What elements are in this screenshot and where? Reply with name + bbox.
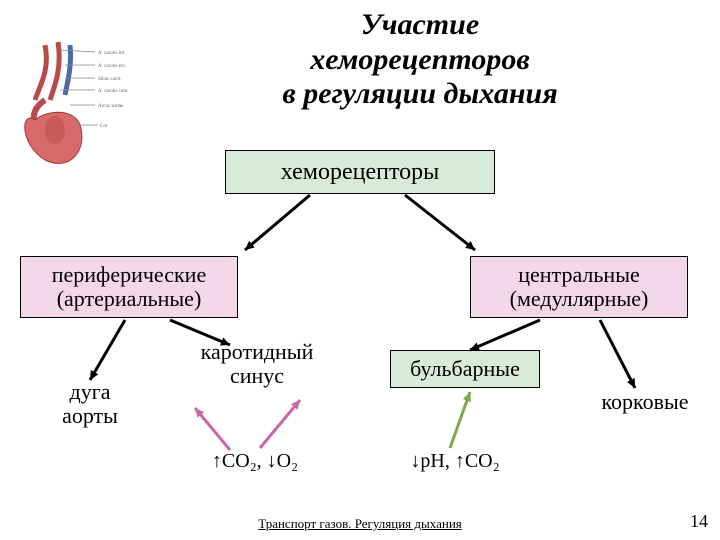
svg-text:Cor: Cor	[100, 124, 108, 129]
node-peripheral: периферические (артериальные)	[20, 256, 238, 318]
node-aorta-label-1: дуга	[50, 380, 130, 404]
node-carotid-sinus: каротидный синус	[182, 340, 332, 400]
node-aorta-label-2: аорты	[50, 404, 130, 428]
node-cortical: корковые	[590, 390, 700, 420]
node-peripheral-label-2: (артериальные)	[52, 287, 206, 311]
node-central: центральные (медуллярные)	[470, 256, 688, 318]
node-left-chem-label: ↑CO₂, ↓O₂	[212, 450, 298, 472]
footer-text: Транспорт газов. Регуляция дыхания	[0, 516, 720, 532]
node-bulbar: бульбарные	[390, 350, 540, 388]
svg-text:A. carotis ext.: A. carotis ext.	[98, 64, 126, 69]
node-peripheral-label-1: периферические	[52, 263, 206, 287]
node-right-chemistry: ↓pH, ↑CO₂	[380, 450, 530, 476]
slide-title: Участие хеморецепторов в регуляции дыхан…	[150, 8, 690, 112]
slide: Участие хеморецепторов в регуляции дыхан…	[0, 0, 720, 540]
svg-text:Sinus carot.: Sinus carot.	[98, 77, 122, 82]
node-central-label-2: (медуллярные)	[510, 287, 649, 311]
node-chemoreceptors-label: хеморецепторы	[281, 159, 440, 185]
node-aortic-arch: дуга аорты	[50, 380, 130, 440]
svg-text:Arcus aortae: Arcus aortae	[98, 104, 124, 109]
svg-text:A. carotis com.: A. carotis com.	[98, 89, 129, 94]
page-number: 14	[690, 511, 708, 532]
node-right-chem-label: ↓pH, ↑CO₂	[410, 450, 499, 472]
title-line-3: в регуляции дыхания	[150, 77, 690, 112]
node-left-chemistry: ↑CO₂, ↓O₂	[185, 450, 325, 476]
node-bulbar-label: бульбарные	[410, 357, 520, 381]
heart-anatomy-icon: A. carotis int. A. carotis ext. Sinus ca…	[10, 30, 150, 170]
title-line-1: Участие	[150, 8, 690, 43]
node-central-label-1: центральные	[510, 263, 649, 287]
node-chemoreceptors: хеморецепторы	[225, 150, 495, 194]
node-cortical-label: корковые	[601, 389, 688, 414]
node-carotid-label-1: каротидный	[182, 340, 332, 364]
title-line-2: хеморецепторов	[150, 43, 690, 78]
svg-text:A. carotis int.: A. carotis int.	[98, 51, 125, 56]
node-carotid-label-2: синус	[182, 364, 332, 388]
